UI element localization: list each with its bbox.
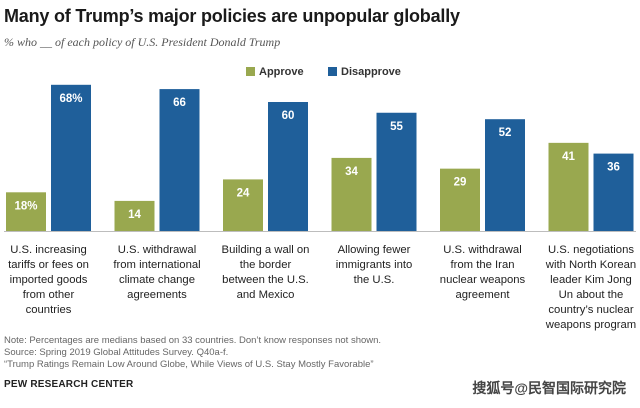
bar-disapprove-1 — [51, 84, 91, 231]
bar-disapprove-2 — [159, 89, 200, 231]
source-org: PEW RESEARCH CENTER — [4, 379, 134, 390]
legend-disapprove-swatch — [328, 67, 337, 76]
data-label-approve-6: 41 — [562, 151, 575, 163]
bar-disapprove-4 — [376, 112, 417, 231]
data-label-approve-1: 18% — [14, 200, 37, 212]
category-label-line: from international — [113, 259, 201, 271]
category-label-2: U.S. withdrawal from international climate… — [107, 243, 207, 303]
category-label-line: the U.S. — [353, 274, 395, 286]
category-label-3: Building a wall on the border between the … — [216, 243, 316, 303]
category-label-line: with North Korean — [545, 259, 637, 271]
bar-approve-6 — [548, 142, 589, 231]
category-label-line: U.S. withdrawal — [443, 244, 522, 256]
note-line: Note: Percentages are medians based on 3… — [4, 335, 382, 346]
category-label-line: countries — [25, 304, 72, 316]
data-label-disapprove-3: 60 — [282, 110, 295, 122]
data-label-approve-3: 24 — [237, 187, 250, 199]
bar-approve-1 — [6, 192, 46, 231]
category-label-line: Un about the — [558, 289, 624, 301]
bar-approve-5 — [440, 168, 480, 231]
data-label-disapprove-1: 68% — [59, 93, 82, 105]
category-label-5: U.S. withdrawal from the Iran nuclear weap… — [433, 243, 533, 303]
report-title-line: “Trump Ratings Remain Low Around Globe, … — [4, 359, 374, 370]
legend-approve-swatch — [246, 67, 255, 76]
data-label-approve-2: 14 — [128, 209, 141, 221]
chart-title: Many of Trump’s major policies are unpop… — [4, 6, 460, 26]
category-label-line: imported goods — [9, 274, 88, 286]
category-label-4: Allowing fewer immigrants into the U.S. — [324, 243, 424, 288]
category-label-line: from the Iran — [450, 259, 515, 271]
bar-disapprove-5 — [485, 119, 525, 231]
bar-chart: 18% 68% 14 66 24 60 34 55 29 52 41 36 — [4, 84, 636, 232]
data-label-approve-4: 34 — [345, 166, 358, 178]
bar-approve-3 — [223, 179, 263, 231]
category-label-line: agreement — [455, 289, 510, 301]
category-label-line: U.S. withdrawal — [117, 244, 197, 256]
legend-approve-label: Approve — [259, 66, 304, 78]
category-label-line: nuclear weapons — [439, 274, 526, 286]
category-label-line: country’s nuclear — [548, 304, 634, 316]
legend-disapprove: Disapprove — [328, 66, 401, 78]
bar-disapprove-3 — [268, 102, 308, 231]
legend-approve: Approve — [246, 66, 304, 78]
category-label-line: Allowing fewer — [337, 244, 411, 256]
category-label-line: from other — [22, 289, 75, 301]
category-label-line: and Mexico — [236, 289, 295, 301]
category-label-line: the border — [239, 259, 292, 271]
category-label-line: between the U.S. — [222, 274, 309, 286]
category-label-line: climate change — [119, 274, 195, 286]
watermark: 搜狐号@民智国际研究院 — [472, 380, 626, 396]
data-label-disapprove-6: 36 — [607, 162, 620, 174]
data-label-approve-5: 29 — [454, 177, 467, 189]
category-label-line: tariffs or fees on — [8, 259, 89, 271]
bar-approve-2 — [114, 200, 155, 231]
category-label-line: agreements — [127, 289, 187, 301]
category-label-1: U.S. increasing tariffs or fees on importe… — [0, 243, 99, 318]
category-label-line: weapons program — [545, 319, 637, 331]
category-label-line: Building a wall on — [221, 244, 310, 256]
category-label-line: U.S. increasing — [10, 244, 87, 256]
bar-disapprove-6 — [593, 153, 634, 231]
category-label-line: leader Kim Jong — [550, 274, 632, 286]
data-label-disapprove-4: 55 — [390, 121, 403, 133]
chart-subtitle: % who __ of each policy of U.S. Presiden… — [4, 35, 281, 49]
data-label-disapprove-2: 66 — [173, 97, 186, 109]
legend-disapprove-label: Disapprove — [341, 66, 401, 78]
data-label-disapprove-5: 52 — [499, 127, 512, 139]
notes: Note: Percentages are medians based on 3… — [4, 335, 381, 371]
category-label-line: immigrants into — [335, 259, 413, 271]
category-label-line: U.S. negotiations — [547, 244, 635, 256]
bar-approve-4 — [331, 157, 372, 231]
source-line: Source: Spring 2019 Global Attitudes Sur… — [4, 347, 229, 358]
category-label-6: U.S. negotiations with North Korean leader… — [541, 243, 640, 333]
